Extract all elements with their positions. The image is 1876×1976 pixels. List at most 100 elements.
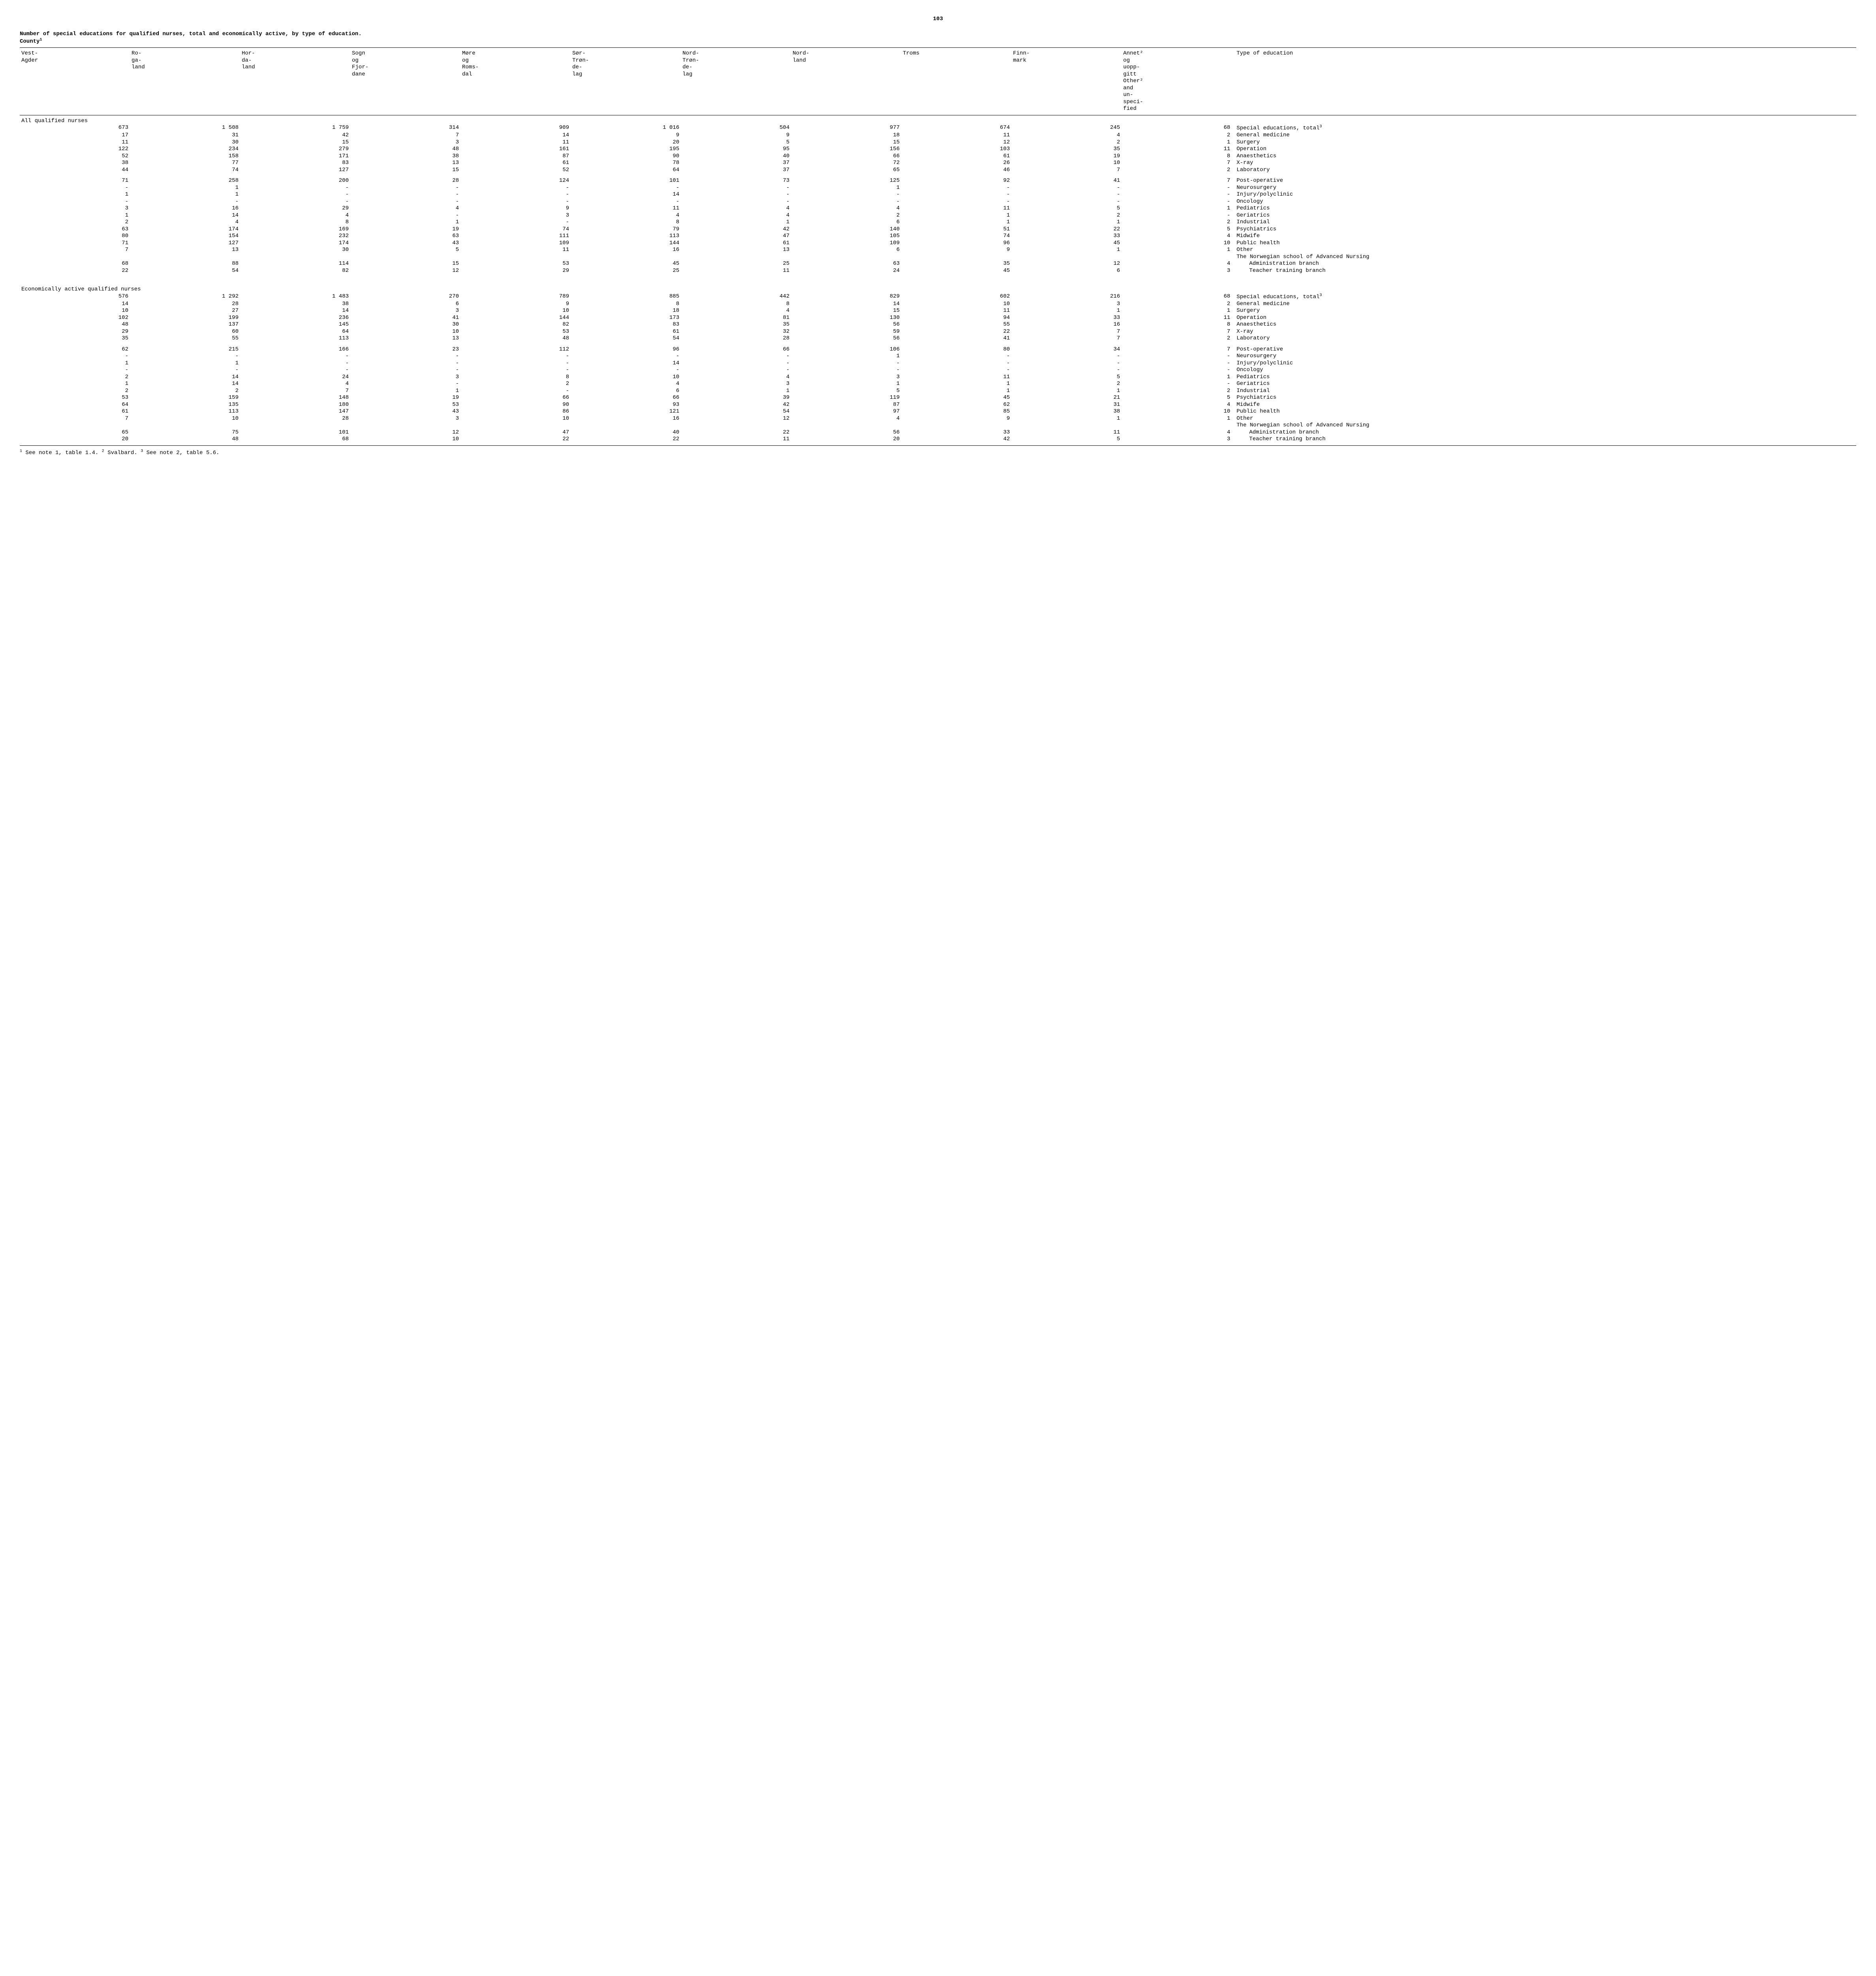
cell: 7 xyxy=(1011,335,1122,342)
cell: 674 xyxy=(901,124,1011,132)
cell: - xyxy=(1122,198,1232,206)
row-label: Industrial xyxy=(1232,388,1856,395)
cell: 504 xyxy=(681,124,791,132)
cell: 3 xyxy=(350,307,461,315)
cell: 1 292 xyxy=(130,293,240,301)
cell: 90 xyxy=(571,153,681,160)
table-row: 80154232631111134710574334Midwife xyxy=(20,233,1856,240)
cell: 46 xyxy=(901,167,1011,174)
cell: 105 xyxy=(791,233,901,240)
cell: 11 xyxy=(461,139,571,146)
cell: 199 xyxy=(130,315,240,322)
col-header: Vest- Agder xyxy=(20,50,130,113)
cell: 45 xyxy=(571,260,681,268)
cell: 144 xyxy=(461,315,571,322)
cell: 1 xyxy=(791,381,901,388)
cell: 22 xyxy=(901,328,1011,336)
cell: 1 508 xyxy=(130,124,240,132)
row-label: Psychiatrics xyxy=(1232,226,1856,233)
section-header: Economically active qualified nurses xyxy=(20,286,1856,293)
cell: 41 xyxy=(350,315,461,322)
cell: - xyxy=(571,367,681,374)
cell: - xyxy=(571,185,681,192)
cell: 20 xyxy=(571,139,681,146)
col-header: Hor- da- land xyxy=(240,50,350,113)
cell: - xyxy=(350,360,461,367)
table-row: 12223427948161195951561033511Operation xyxy=(20,146,1856,153)
cell: - xyxy=(681,367,791,374)
cell: - xyxy=(681,360,791,367)
cell: 15 xyxy=(791,307,901,315)
cell: - xyxy=(130,367,240,374)
cell: 1 xyxy=(791,353,901,360)
cell: 43 xyxy=(350,408,461,415)
cell: 1 xyxy=(20,381,130,388)
cell: 2 xyxy=(1122,335,1232,342)
table-row: 355511313485428564172Laboratory xyxy=(20,335,1856,342)
cell: 65 xyxy=(20,429,130,436)
row-label: Midwife xyxy=(1232,233,1856,240)
cell: 22 xyxy=(20,268,130,275)
cell: 15 xyxy=(350,167,461,174)
row-label: Laboratory xyxy=(1232,167,1856,174)
cell: 2 xyxy=(1122,167,1232,174)
cell: 66 xyxy=(461,394,571,402)
cell: 88 xyxy=(130,260,240,268)
title-line-1: Number of special educations for qualifi… xyxy=(20,31,362,37)
cell: 154 xyxy=(130,233,240,240)
cell: 54 xyxy=(681,408,791,415)
cell: 171 xyxy=(240,153,350,160)
cell: - xyxy=(461,353,571,360)
cell: 59 xyxy=(791,328,901,336)
cell: 11 xyxy=(1122,315,1232,322)
cell: 11 xyxy=(901,132,1011,139)
cell: - xyxy=(461,191,571,198)
cell: 8 xyxy=(1122,321,1232,328)
row-label: General medicine xyxy=(1232,301,1856,308)
cell: 97 xyxy=(791,408,901,415)
table-row: 6731 5081 7593149091 01650497767424568Sp… xyxy=(20,124,1856,132)
cell: 147 xyxy=(240,408,350,415)
cell: 83 xyxy=(240,160,350,167)
cell: - xyxy=(901,353,1011,360)
cell: 234 xyxy=(130,146,240,153)
row-label: Surgery xyxy=(1232,139,1856,146)
cell: 56 xyxy=(791,321,901,328)
cell: 4 xyxy=(240,381,350,388)
row-label: Geriatrics xyxy=(1232,212,1856,219)
col-header-label: Type of education xyxy=(1232,50,1856,113)
row-label: X-ray xyxy=(1232,328,1856,336)
cell: 80 xyxy=(20,233,130,240)
cell: 64 xyxy=(571,167,681,174)
cell: 11 xyxy=(20,139,130,146)
table-row: 1428386988141032General medicine xyxy=(20,301,1856,308)
cell: 10 xyxy=(461,307,571,315)
cell: 37 xyxy=(681,167,791,174)
cell: - xyxy=(791,198,901,206)
cell: 32 xyxy=(681,328,791,336)
table-row: 11---14-----Injury/polyclinic xyxy=(20,360,1856,367)
cell: - xyxy=(1011,191,1122,198)
table-row: The Norwegian school of Advanced Nursing xyxy=(20,422,1856,429)
cell: 9 xyxy=(681,132,791,139)
cell: 63 xyxy=(350,233,461,240)
cell: 6 xyxy=(791,219,901,226)
cell: 1 016 xyxy=(571,124,681,132)
cell: - xyxy=(901,360,1011,367)
cell xyxy=(20,254,130,261)
cell: 1 xyxy=(901,219,1011,226)
cell: 7 xyxy=(1122,346,1232,353)
cell: 2 xyxy=(791,212,901,219)
cell: 10 xyxy=(461,415,571,422)
table-row: -----------Oncology xyxy=(20,367,1856,374)
cell: 174 xyxy=(130,226,240,233)
cell: 56 xyxy=(791,429,901,436)
cell: 2 xyxy=(20,388,130,395)
row-label: X-ray xyxy=(1232,160,1856,167)
cell: 9 xyxy=(571,132,681,139)
cell: - xyxy=(350,381,461,388)
table-row: -------1---Neurosurgery xyxy=(20,353,1856,360)
row-label: Geriatrics xyxy=(1232,381,1856,388)
cell: 85 xyxy=(901,408,1011,415)
cell: 130 xyxy=(791,315,901,322)
